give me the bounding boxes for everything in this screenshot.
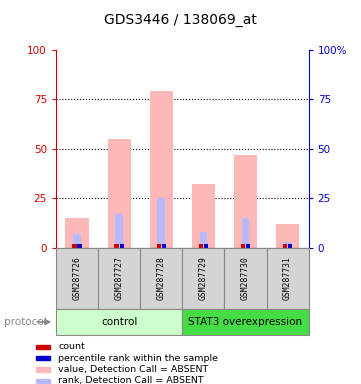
Text: GSM287730: GSM287730 <box>241 257 250 300</box>
Bar <box>199 244 203 248</box>
Bar <box>276 224 299 248</box>
Text: GSM287727: GSM287727 <box>115 257 123 300</box>
Bar <box>65 218 88 248</box>
Bar <box>36 356 51 361</box>
Bar <box>182 248 225 309</box>
Text: count: count <box>58 343 85 351</box>
Bar <box>108 139 131 248</box>
Bar <box>36 344 51 349</box>
Text: GDS3446 / 138069_at: GDS3446 / 138069_at <box>104 13 257 27</box>
Bar <box>36 367 51 372</box>
Text: value, Detection Call = ABSENT: value, Detection Call = ABSENT <box>58 365 209 374</box>
Text: percentile rank within the sample: percentile rank within the sample <box>58 354 218 362</box>
Bar <box>150 91 173 248</box>
Bar <box>56 248 98 309</box>
Text: GSM287729: GSM287729 <box>199 257 208 300</box>
Text: GSM287726: GSM287726 <box>73 257 82 300</box>
Bar <box>72 244 77 248</box>
Bar <box>241 244 245 248</box>
Bar <box>56 309 182 335</box>
Bar <box>157 244 161 248</box>
Bar <box>204 244 208 248</box>
Bar <box>288 244 292 248</box>
Bar <box>242 218 249 248</box>
Bar <box>246 244 250 248</box>
Text: control: control <box>101 317 137 327</box>
Bar <box>192 184 215 248</box>
Text: GSM287731: GSM287731 <box>283 257 292 300</box>
Text: rank, Detection Call = ABSENT: rank, Detection Call = ABSENT <box>58 376 204 384</box>
Bar <box>283 244 287 248</box>
Bar <box>234 155 257 248</box>
Bar <box>225 248 266 309</box>
Bar <box>36 379 51 383</box>
Bar <box>162 244 166 248</box>
Bar <box>200 232 207 248</box>
Bar <box>73 234 81 248</box>
Bar <box>284 242 291 248</box>
Bar <box>77 244 82 248</box>
Bar <box>157 198 165 248</box>
Bar <box>266 248 309 309</box>
Bar <box>182 309 309 335</box>
Bar <box>119 244 124 248</box>
Bar <box>98 248 140 309</box>
Text: STAT3 overexpression: STAT3 overexpression <box>188 317 303 327</box>
Bar <box>115 214 123 248</box>
Bar <box>140 248 182 309</box>
Text: protocol: protocol <box>4 317 46 327</box>
Text: GSM287728: GSM287728 <box>157 257 166 300</box>
Bar <box>114 244 119 248</box>
